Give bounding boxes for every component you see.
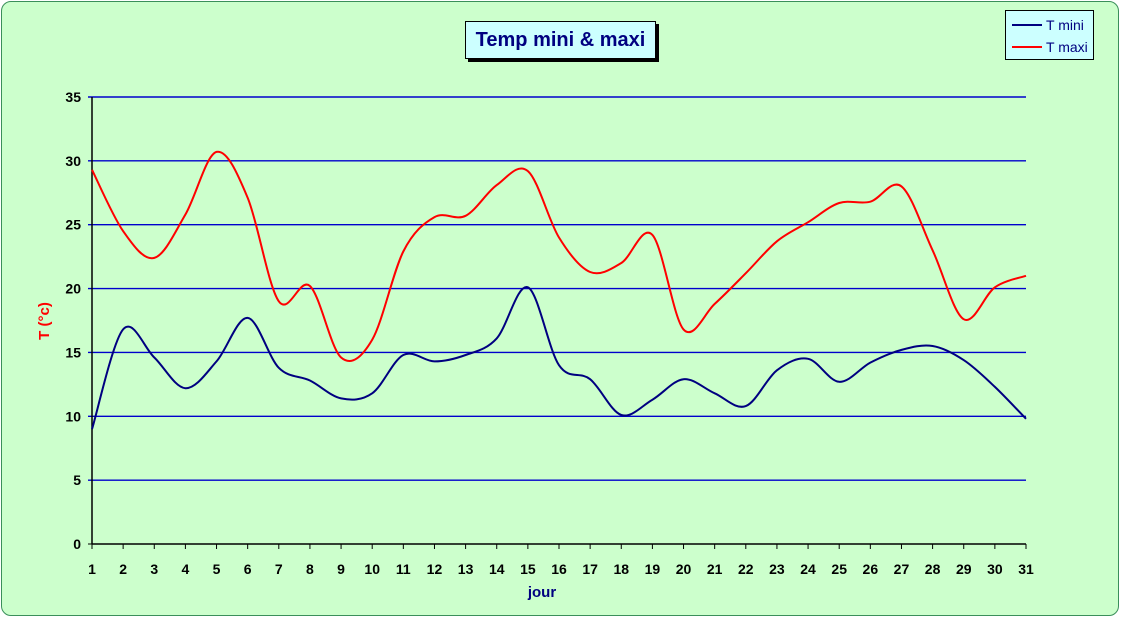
x-tick-label: 16 [551, 561, 567, 577]
x-tick-label: 22 [738, 561, 754, 577]
series-lines [91, 150, 1027, 430]
x-tick-label: 25 [831, 561, 847, 577]
x-tick-label: 31 [1018, 561, 1034, 577]
x-tick-label: 14 [489, 561, 505, 577]
y-tick-label: 25 [65, 217, 81, 233]
x-tick-label: 26 [863, 561, 879, 577]
x-tick-label: 10 [364, 561, 380, 577]
y-tick-labels: 0 5 10 15 20 25 30 35 [65, 89, 81, 552]
y-axis-label: T (°c) [36, 302, 53, 340]
y-tick-label: 5 [73, 472, 81, 488]
x-tick-label: 11 [396, 561, 411, 577]
series-line-t-mini [91, 286, 1027, 430]
x-tick-label: 8 [306, 561, 314, 577]
x-tick-label: 21 [707, 561, 723, 577]
x-tick-label: 1 [88, 561, 96, 577]
legend-label-t-mini: T mini [1046, 17, 1084, 33]
x-tick-label: 18 [613, 561, 629, 577]
x-tick-label: 7 [275, 561, 283, 577]
x-tick-label: 12 [427, 561, 443, 577]
y-tick-label: 15 [65, 344, 81, 360]
legend-item-t-mini: T mini [1012, 15, 1084, 35]
legend-swatch-t-mini [1012, 24, 1042, 26]
x-tick-label: 23 [769, 561, 785, 577]
x-tick-label: 29 [956, 561, 972, 577]
x-tick-label: 20 [676, 561, 692, 577]
gridlines [88, 96, 1026, 545]
x-tick-label: 3 [150, 561, 158, 577]
y-tick-label: 10 [65, 408, 81, 424]
x-tick-label: 13 [458, 561, 474, 577]
y-tick-label: 30 [65, 153, 81, 169]
x-tick-label: 17 [582, 561, 598, 577]
series-line-t-maxi [91, 150, 1027, 362]
x-tick-label: 30 [987, 561, 1003, 577]
x-tick-label: 2 [119, 561, 127, 577]
x-tick-label: 19 [645, 561, 661, 577]
x-tick-label: 6 [244, 561, 252, 577]
y-tick-label: 35 [65, 89, 81, 105]
x-tick-label: 28 [925, 561, 941, 577]
y-tick-label: 20 [65, 281, 81, 297]
x-tick-label: 27 [894, 561, 910, 577]
legend-swatch-t-maxi [1012, 46, 1042, 48]
legend-label-t-maxi: T maxi [1046, 39, 1088, 55]
chart-title: Temp mini & maxi [465, 21, 656, 59]
x-tick-label: 4 [182, 561, 190, 577]
x-tick-label: 15 [520, 561, 536, 577]
x-tick-labels: 1 2 3 4 5 6 7 8 9 10 11 12 13 14 15 16 17 18 19 20 21 22 23 24 2… [88, 544, 1034, 577]
legend: T mini T maxi [1005, 10, 1094, 60]
y-tick-label: 0 [73, 536, 81, 552]
x-tick-label: 5 [213, 561, 221, 577]
x-tick-label: 24 [800, 561, 816, 577]
x-axis-label: jour [527, 584, 556, 601]
legend-item-t-maxi: T maxi [1012, 37, 1088, 57]
x-tick-label: 9 [337, 561, 345, 577]
